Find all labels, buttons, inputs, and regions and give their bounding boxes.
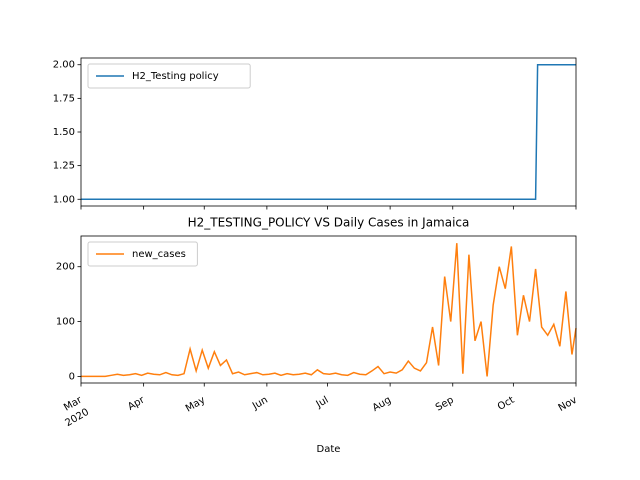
legend-label: H2_Testing policy [132,71,219,82]
chart-title: H2_TESTING_POLICY VS Daily Cases in Jama… [188,216,470,230]
data-line [81,63,576,201]
y-tick-label: 200 [56,262,75,273]
y-tick-label: 1.50 [53,127,75,138]
x-axis-label: Date [317,444,341,455]
legend-box [87,63,251,89]
legend-box [87,241,198,267]
axes-frame [80,57,577,207]
y-tick-label: 0 [69,371,75,382]
y-tick-label: 1.75 [53,93,75,104]
y-tick-label: 2.00 [53,60,75,71]
legend-label: new_cases [132,249,186,260]
axes-frame [80,235,577,384]
data-line [81,243,577,378]
y-tick-label: 100 [56,317,75,328]
y-tick-label: 1.00 [53,194,75,205]
y-tick-label: 1.25 [53,161,75,172]
